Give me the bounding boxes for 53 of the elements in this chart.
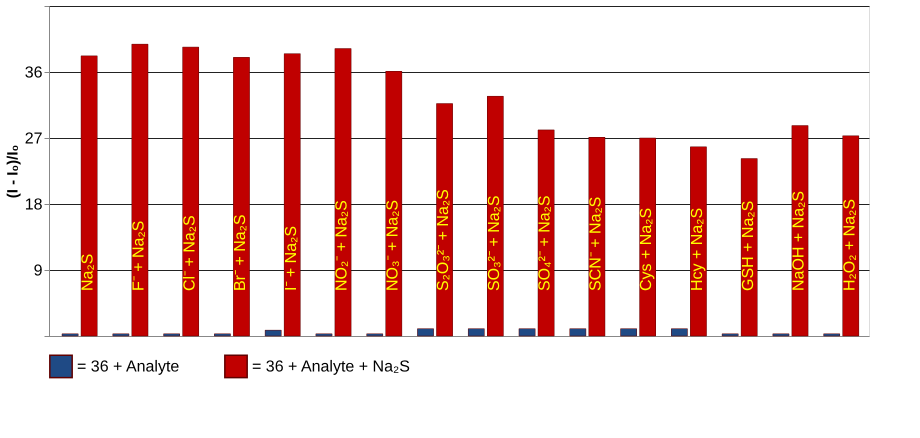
- bar: [334, 48, 352, 336]
- bar: [588, 137, 606, 336]
- x-tick-label: SO₄²⁻ + Na₂S: [536, 195, 554, 291]
- y-axis-title: (I - I₀)/I₀: [4, 144, 22, 198]
- x-tick-label: GSH + Na₂S: [740, 200, 757, 291]
- bar: [233, 57, 250, 336]
- bar: [620, 328, 637, 336]
- x-tick-label: I⁻ + Na₂S: [282, 226, 300, 291]
- bar: [518, 328, 536, 336]
- bar: [792, 125, 808, 336]
- x-tick-label: NO₂⁻ + Na₂S: [334, 200, 351, 291]
- bar: [385, 71, 402, 336]
- y-tick-label: 18: [24, 196, 43, 214]
- bar: [538, 130, 554, 336]
- bar: [486, 96, 504, 336]
- bar: [163, 334, 180, 336]
- y-tick-label: 9: [34, 262, 43, 280]
- bar: [417, 328, 434, 336]
- x-tick-label: SO₃²⁻ + Na₂S: [486, 195, 503, 291]
- x-tick-label: Cys + Na₂S: [638, 208, 656, 291]
- bar: [671, 328, 688, 336]
- x-tick-label: S₂O₃²⁻ + Na₂S: [435, 189, 452, 291]
- bar: [62, 334, 78, 336]
- bar: [214, 334, 231, 336]
- x-tick-label: H₂O₂ + Na₂S: [841, 199, 858, 291]
- bar: [468, 328, 485, 336]
- bar: [112, 334, 130, 336]
- bar: [772, 334, 790, 336]
- x-tick-label: NO₃⁻ + Na₂S: [384, 200, 402, 291]
- bar: [722, 334, 739, 336]
- bar: [182, 46, 200, 336]
- x-tick-label: Br⁻ + Na₂S: [232, 214, 250, 291]
- bar: [639, 138, 656, 336]
- x-tick-label: SCN⁻ + Na₂S: [587, 196, 604, 291]
- bar: [366, 334, 384, 336]
- x-tick-label: Cl⁻ + Na₂S: [181, 215, 198, 291]
- x-tick-label: F⁻ + Na₂S: [130, 220, 148, 291]
- bar: [132, 44, 148, 336]
- bar: [823, 334, 840, 336]
- bar: [284, 53, 301, 336]
- bar: [80, 56, 98, 336]
- legend-label: = 36 + Analyte + Na₂S: [252, 358, 410, 376]
- bar: [264, 330, 282, 336]
- bar: [570, 328, 586, 336]
- bar: [316, 334, 332, 336]
- bar: [436, 103, 453, 336]
- x-tick-label: NaOH + Na₂S: [790, 190, 808, 291]
- y-tick-label: 27: [24, 130, 43, 148]
- x-tick-label: Hcy + Na₂S: [689, 208, 706, 291]
- legend-label: = 36 + Analyte: [77, 358, 180, 376]
- x-tick-label: Na₂S: [80, 254, 97, 291]
- bar: [690, 146, 707, 336]
- y-tick-label: 36: [24, 64, 43, 82]
